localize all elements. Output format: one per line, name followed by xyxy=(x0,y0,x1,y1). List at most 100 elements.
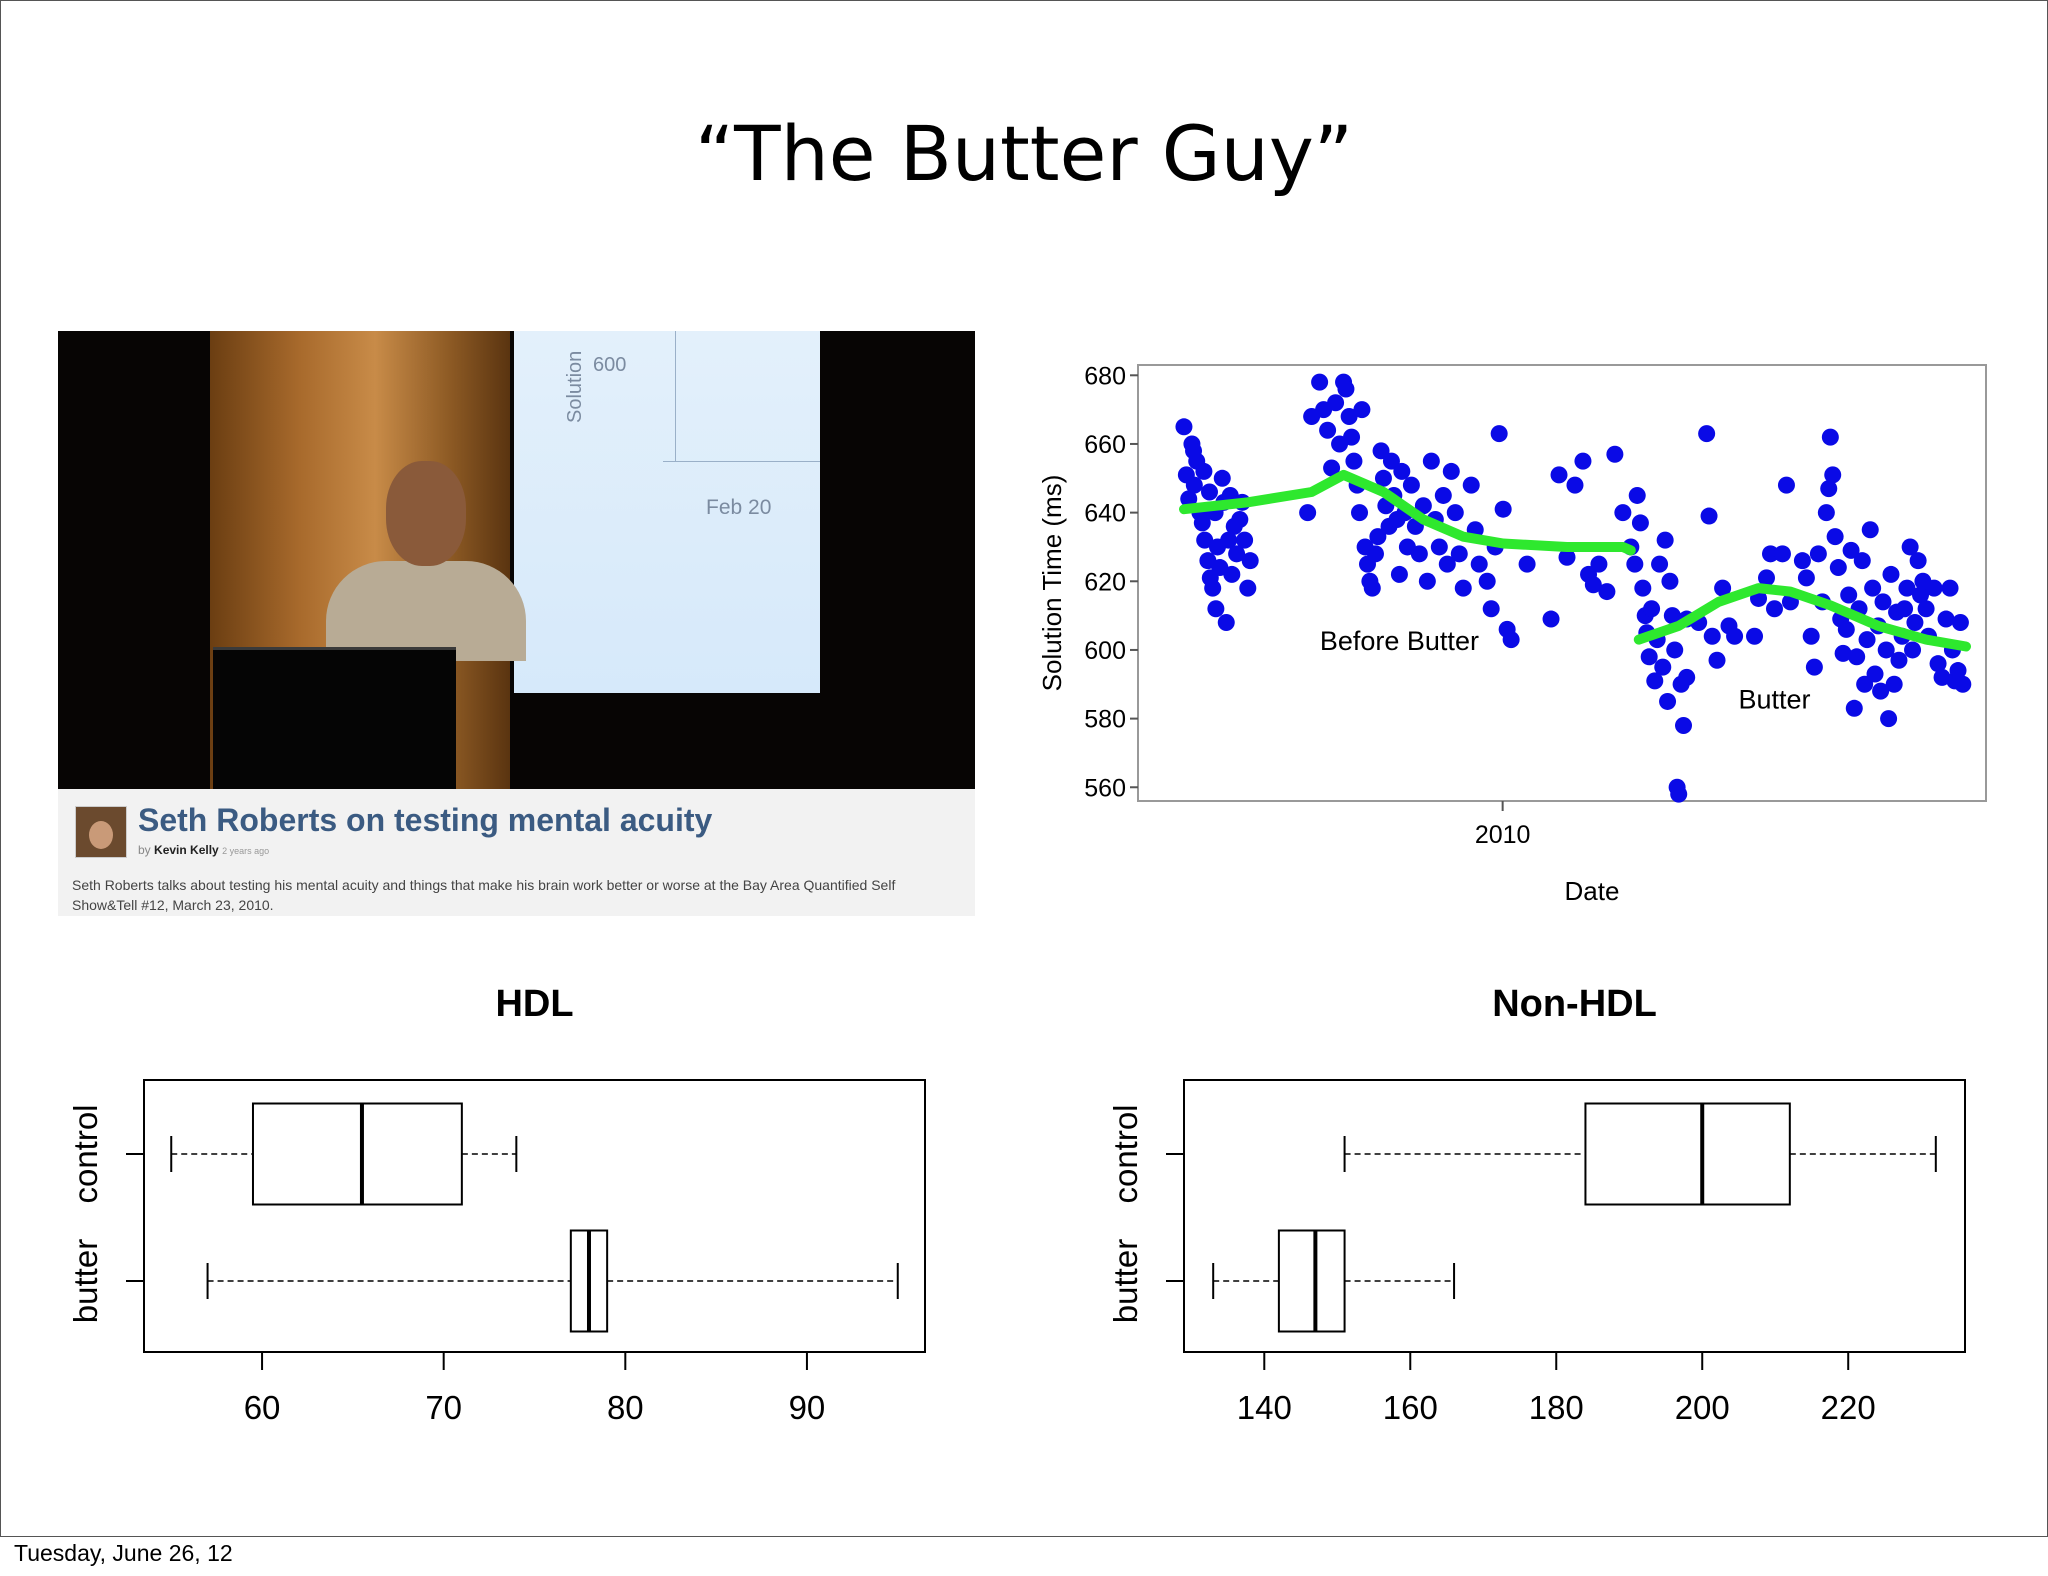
scatter-plot: 560 580 600 620 640 660 680 2010 Date Solution Ti… xyxy=(1037,362,1987,906)
scatter-point xyxy=(1896,600,1914,618)
scatter-point xyxy=(1311,373,1329,391)
scatter-point xyxy=(1450,545,1468,563)
scatter-point xyxy=(1390,565,1408,583)
scatter-point xyxy=(1614,504,1632,522)
scatter-chart: 560 580 600 620 640 660 680 2010 Date Solution Ti… xyxy=(1031,321,2011,921)
scatter-point xyxy=(1912,586,1930,604)
scatter-point xyxy=(1239,579,1257,597)
scatter-point xyxy=(1829,559,1847,577)
scatter-point xyxy=(1204,579,1222,597)
scatter-point xyxy=(1726,627,1744,645)
slide-footer-date: Tuesday, June 26, 12 xyxy=(14,1540,233,1566)
scatter-point xyxy=(1872,682,1890,700)
scatter-point xyxy=(1954,675,1972,693)
scatter-point xyxy=(1454,579,1472,597)
scatter-point xyxy=(1885,675,1903,693)
scatter-point xyxy=(1858,631,1876,649)
scatter-point xyxy=(1861,521,1879,539)
group-label: butter xyxy=(67,1239,104,1323)
iqr-box xyxy=(1584,1102,1791,1206)
trend-line xyxy=(1633,583,1971,652)
scatter-point xyxy=(1193,514,1211,532)
scatter-point xyxy=(1670,785,1688,803)
group-label: control xyxy=(67,1104,104,1203)
scatter-point xyxy=(1598,583,1616,601)
scatter-point xyxy=(1228,545,1246,563)
screen-axis-line xyxy=(675,331,676,461)
scatter-point xyxy=(1820,480,1838,498)
scatter-point xyxy=(1703,627,1721,645)
y-tick-label: 620 xyxy=(1084,568,1126,596)
scatter-point xyxy=(1337,380,1355,398)
y-tick-label: 640 xyxy=(1084,500,1126,528)
scatter-point xyxy=(1207,600,1225,618)
scatter-point xyxy=(1646,672,1664,690)
scatter-point xyxy=(1558,548,1576,566)
scatter-point xyxy=(1366,545,1384,563)
scatter-point xyxy=(1714,579,1732,597)
y-axis-label: Solution Time (ms) xyxy=(1037,475,1067,692)
scatter-point xyxy=(1941,579,1959,597)
scatter-point xyxy=(1925,579,1943,597)
scatter-point xyxy=(1929,655,1947,673)
scatter-point xyxy=(1231,510,1249,528)
x-tick-label: 90 xyxy=(789,1389,826,1426)
scatter-point xyxy=(1323,459,1341,477)
x-tick-label: 2010 xyxy=(1475,821,1531,849)
y-tick-label: 680 xyxy=(1084,362,1126,390)
speaker-body xyxy=(326,561,526,661)
scatter-point xyxy=(1372,442,1390,460)
video-frame[interactable]: 600 Solution Feb 20 xyxy=(58,331,975,789)
scatter-point xyxy=(1446,504,1464,522)
scatter-point xyxy=(1628,486,1646,504)
scatter-point xyxy=(1661,572,1679,590)
video-caption: Seth Roberts on testing mental acuity by… xyxy=(58,789,975,916)
scatter-point xyxy=(1949,662,1967,680)
scatter-point xyxy=(1626,555,1644,573)
x-tick-label: 80 xyxy=(607,1389,644,1426)
scatter-point xyxy=(1574,452,1592,470)
scatter-point xyxy=(1566,476,1584,494)
author-link[interactable]: Kevin Kelly xyxy=(154,843,219,857)
scatter-point xyxy=(1853,552,1871,570)
scatter-point xyxy=(1185,476,1203,494)
video-card[interactable]: 600 Solution Feb 20 Seth Roberts on test… xyxy=(58,331,975,916)
scatter-point xyxy=(1654,658,1672,676)
screen-date-label: Feb 20 xyxy=(706,496,772,519)
scatter-point xyxy=(1631,514,1649,532)
scatter-point xyxy=(1434,486,1452,504)
scatter-point xyxy=(1353,401,1371,419)
scatter-point xyxy=(1837,620,1855,638)
video-title-link[interactable]: Seth Roberts on testing mental acuity xyxy=(138,802,713,838)
scatter-point xyxy=(1241,552,1259,570)
hdl-boxplot-chart: HDL 60 70 80 90 control butter xyxy=(51,966,971,1446)
scatter-point xyxy=(1482,600,1500,618)
scatter-point xyxy=(1906,613,1924,631)
scatter-point xyxy=(1890,651,1908,669)
slide: “The Butter Guy” 600 Solution Feb 20 Set… xyxy=(0,0,2048,1537)
scatter-point xyxy=(1758,569,1775,587)
author-avatar[interactable] xyxy=(75,806,127,858)
scatter-point xyxy=(1917,600,1935,618)
scatter-point xyxy=(1656,531,1674,549)
scatter-point xyxy=(1414,497,1432,515)
scatter-point xyxy=(1374,469,1392,487)
scatter-point xyxy=(1663,607,1681,625)
nonhdl-boxplot: Non-HDL 140 160 180 200 220 control butter xyxy=(1107,983,1966,1426)
trend-line xyxy=(1179,469,1636,556)
scatter-point xyxy=(1175,418,1193,436)
scatter-point xyxy=(1185,442,1203,460)
scatter-point xyxy=(1675,716,1693,734)
scatter-point xyxy=(1700,507,1718,525)
scatter-point xyxy=(1874,593,1892,611)
scatter-point xyxy=(1708,651,1726,669)
scatter-point xyxy=(1845,699,1863,717)
x-tick-label: 220 xyxy=(1821,1389,1876,1426)
scatter-point xyxy=(1494,500,1512,518)
scatter-point xyxy=(1821,428,1839,446)
scatter-point xyxy=(1809,545,1827,563)
scatter-point xyxy=(1773,545,1791,563)
scatter-point xyxy=(1909,552,1927,570)
scatter-point xyxy=(1842,541,1860,559)
scatter-point xyxy=(1502,631,1520,649)
